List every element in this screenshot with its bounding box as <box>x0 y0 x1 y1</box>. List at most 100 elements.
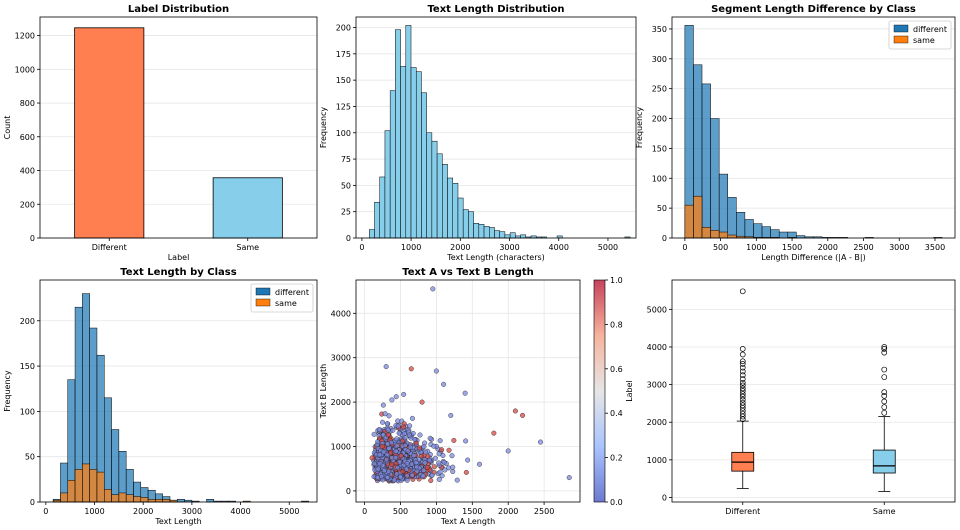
hist-bar <box>442 164 448 239</box>
hist-bar <box>473 223 480 239</box>
x-tick-label: 0 <box>682 243 687 252</box>
y-tick-label: 150 <box>336 76 351 85</box>
y-tick-label: 0 <box>346 487 351 496</box>
scatter-point <box>428 478 434 484</box>
scatter-point <box>442 467 448 473</box>
hist-bar <box>478 224 485 239</box>
x-tick-label: 2500 <box>534 507 554 516</box>
scatter-point <box>441 459 447 465</box>
legend-swatch-different <box>893 24 909 33</box>
hist-bar <box>509 232 516 239</box>
scatter-point <box>450 469 456 475</box>
hist-bar <box>457 197 464 239</box>
flier-different <box>739 388 746 394</box>
scatter-point <box>411 453 417 459</box>
scatter-point <box>436 476 442 482</box>
hist-bar <box>405 25 412 239</box>
scatter-point <box>400 468 406 474</box>
x-tick-label: 3500 <box>925 243 945 252</box>
scatter-point <box>417 432 423 438</box>
y-tick-label: 2000 <box>647 418 667 427</box>
scatter-point <box>463 438 469 444</box>
hist-bar <box>395 29 401 239</box>
hist-bar-different <box>770 229 780 239</box>
scatter-point <box>385 432 391 438</box>
hist-bar <box>494 230 500 239</box>
chart-title: Text A vs Text B Length <box>402 267 534 278</box>
y-tick-label: 100 <box>20 407 35 416</box>
hist-bar-different <box>206 499 215 503</box>
hist-bar-different <box>701 83 711 239</box>
scatter-point <box>427 435 433 441</box>
hist-bar-different <box>177 499 185 503</box>
hist-bar <box>483 226 490 239</box>
x-tick-label: 2000 <box>498 507 518 516</box>
flier-same <box>881 409 888 416</box>
scatter-point <box>436 451 442 457</box>
hist-bar-same <box>718 231 728 239</box>
scatter-point <box>383 364 389 370</box>
x-axis-label: Text Length (characters) <box>446 253 545 262</box>
scatter-point <box>431 443 437 449</box>
scatter-point <box>405 448 411 454</box>
colorbar-tick-label: 0.4 <box>610 409 623 418</box>
y-tick-label: 50 <box>341 181 351 190</box>
hist-bar-same <box>60 492 68 503</box>
legend-label-different: different <box>275 288 309 297</box>
scatter-point <box>390 427 396 433</box>
x-tick-label: 2500 <box>853 243 873 252</box>
x-tick-label: 0 <box>359 243 364 252</box>
hist-bar <box>379 176 386 239</box>
chart-title: Label Distribution <box>128 4 229 15</box>
hist-bar <box>499 231 506 239</box>
scatter-point <box>401 391 407 397</box>
x-tick-label: 4000 <box>549 243 569 252</box>
scatter-point <box>379 474 385 480</box>
y-tick-label: 1000 <box>331 443 351 452</box>
scatter-point <box>454 477 460 483</box>
scatter-point <box>395 423 401 429</box>
flier-different <box>739 351 746 358</box>
scatter-point <box>437 438 443 444</box>
hist-bar-different <box>111 429 120 503</box>
y-tick-label: 350 <box>652 25 667 34</box>
axes-frame <box>39 279 318 503</box>
scatter-point <box>437 469 443 475</box>
scatter-points <box>369 286 572 484</box>
flier-same <box>881 374 888 380</box>
scatter-point <box>420 473 426 479</box>
hist-bar <box>369 229 375 239</box>
chart-title: Text Length by Class <box>120 267 236 278</box>
hist-bar-same <box>140 497 149 503</box>
scatter-point <box>377 452 383 458</box>
scatter-point <box>389 397 395 403</box>
scatter-point <box>419 399 425 405</box>
y-tick-label: 3000 <box>331 354 351 363</box>
scatter-point <box>386 468 392 474</box>
scatter-point <box>413 460 419 466</box>
x-tick-label: 2000 <box>818 243 838 252</box>
scatter-point <box>476 461 482 467</box>
y-tick-label: 150 <box>652 144 667 153</box>
y-tick-label: 200 <box>652 115 667 124</box>
x-tick-label: 500 <box>713 243 728 252</box>
colorbar <box>593 279 606 503</box>
x-tick-label: 1000 <box>426 507 446 516</box>
hist-bar-same <box>104 489 112 503</box>
flier-different <box>739 393 746 400</box>
colorbar-label: Label <box>625 380 634 402</box>
x-tick-label: 2000 <box>133 507 153 516</box>
x-tick-label: 0 <box>43 507 48 516</box>
flier-different <box>739 368 746 375</box>
scatter-point <box>394 465 400 471</box>
flier-different <box>739 382 746 389</box>
scatter-point <box>465 457 471 463</box>
flier-different <box>739 346 746 352</box>
flier-different <box>739 379 746 386</box>
x-axis-label: Label <box>168 253 190 262</box>
scatter-point <box>462 390 468 396</box>
scatter-point <box>538 439 544 445</box>
scatter-point <box>386 413 392 419</box>
